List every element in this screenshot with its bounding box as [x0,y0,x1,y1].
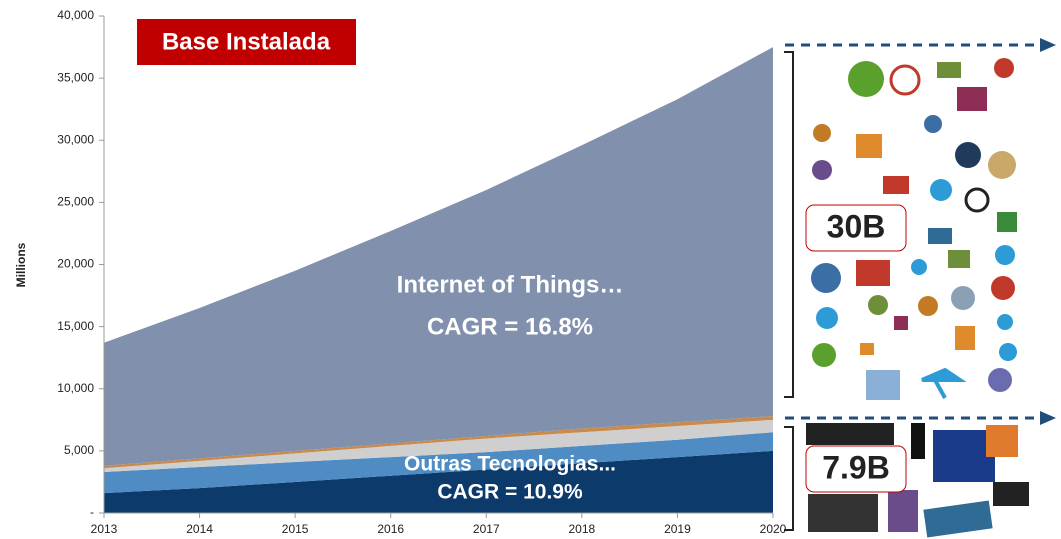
y-tick-label: 35,000 [57,70,94,84]
annotation: 7.9B [822,449,890,485]
y-tick-label: 5,000 [64,443,94,457]
area [104,47,773,466]
x-tick-label: 2016 [377,522,404,536]
y-tick-label: 40,000 [57,8,94,22]
x-tick-label: 2020 [760,522,787,536]
y-tick-label: - [90,505,94,519]
annotation: 30B [827,208,886,244]
y-tick-label: 25,000 [57,195,94,209]
annotation: Outras Tecnologias... [404,453,616,476]
arrow-heads [1040,38,1056,425]
y-tick-label: 10,000 [57,381,94,395]
chart: Millions Base Instalada Internet of Thin… [0,0,1061,539]
y-tick-label: 15,000 [57,319,94,333]
annotation: CAGR = 16.8% [427,313,593,340]
y-tick-label: 20,000 [57,257,94,271]
x-tick-label: 2015 [282,522,309,536]
x-tick-label: 2013 [91,522,118,536]
brackets [784,52,793,530]
x-tick-label: 2014 [186,522,213,536]
y-axis-label: Millions [14,242,28,287]
x-tick-label: 2017 [473,522,500,536]
annotation: Internet of Things… [397,271,624,298]
y-tick-label: 30,000 [57,132,94,146]
annotation: CAGR = 10.9% [437,481,583,504]
x-tick-label: 2019 [664,522,691,536]
chart-title: Base Instalada [162,28,331,55]
x-tick-label: 2018 [569,522,596,536]
